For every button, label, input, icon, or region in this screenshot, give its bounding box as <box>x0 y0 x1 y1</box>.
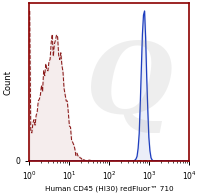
Y-axis label: Count: Count <box>3 70 12 95</box>
X-axis label: Human CD45 (HI30) redFluor™ 710: Human CD45 (HI30) redFluor™ 710 <box>45 185 173 191</box>
Text: Q: Q <box>85 37 172 134</box>
